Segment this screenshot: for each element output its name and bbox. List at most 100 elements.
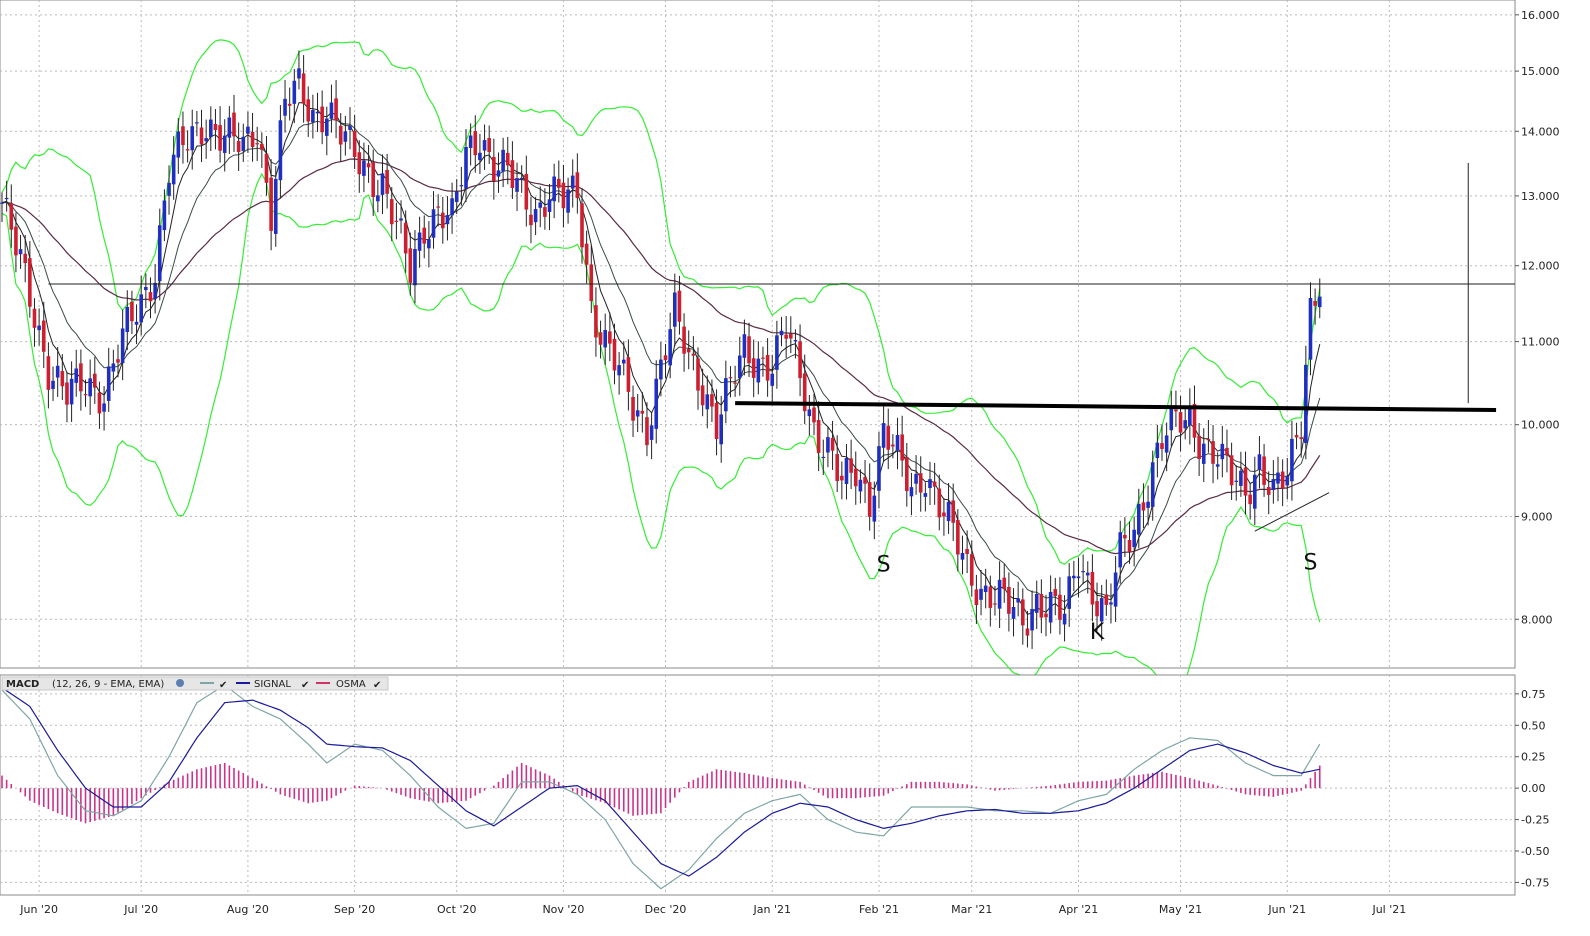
candle-body — [93, 373, 97, 388]
candle-body — [533, 209, 538, 223]
candle-body — [686, 348, 691, 353]
y-tick-label: 0.25 — [1521, 751, 1546, 764]
candle-body — [218, 125, 222, 151]
candle-body — [626, 357, 631, 392]
candle-body — [496, 170, 501, 177]
candle-body — [1067, 576, 1071, 609]
candle-body — [473, 131, 478, 156]
candle-body — [148, 292, 153, 302]
candle-body — [895, 434, 900, 451]
candle-body — [983, 585, 988, 593]
x-tick-label: Mar '21 — [951, 903, 992, 916]
candle-body — [445, 215, 450, 225]
candle-body — [603, 329, 607, 348]
candle-body — [844, 458, 849, 484]
candle-body — [570, 175, 575, 189]
candle-body — [519, 177, 524, 180]
candle-body — [366, 163, 371, 168]
macd-y-axis: 0.75 0.50 0.25 0.00 -0.25 -0.50 -0.75 — [1515, 688, 1549, 889]
candle-body — [761, 357, 765, 359]
candle-body — [1127, 539, 1132, 552]
candle-body — [909, 487, 914, 497]
candle-body — [478, 152, 482, 161]
candle-body — [510, 160, 515, 188]
candle-body — [431, 209, 436, 238]
candle-body — [1085, 572, 1090, 576]
y-tick-label: 10.000 — [1521, 419, 1560, 432]
candle-body — [297, 68, 301, 79]
candle-body — [227, 117, 232, 138]
macd-legend[interactable]: MACD (12, 26, 9 - EMA, EMA) ✔ SIGNAL ✔ O… — [1, 676, 389, 691]
candle-body — [1294, 435, 1299, 438]
candle-body — [1039, 594, 1044, 618]
candle-body — [728, 377, 733, 379]
x-tick-label: Jul '21 — [1371, 903, 1406, 916]
candle-body — [645, 417, 649, 446]
candle-body — [1239, 470, 1243, 486]
candle-body — [1090, 571, 1095, 605]
candle-body — [1285, 476, 1290, 486]
macd-title: MACD — [6, 679, 39, 690]
candle-body — [714, 402, 719, 440]
candle-body — [747, 336, 751, 364]
candle-body — [1034, 593, 1039, 613]
candle-body — [515, 178, 519, 192]
candle-body — [1030, 608, 1034, 631]
candle-body — [1276, 472, 1280, 484]
check-icon[interactable]: ✔ — [301, 680, 309, 691]
candle-body — [1164, 435, 1169, 453]
candle-body — [659, 359, 663, 380]
candle-body — [357, 152, 362, 175]
candle-body — [385, 169, 389, 194]
info-icon[interactable] — [176, 679, 184, 687]
candle-body — [696, 358, 700, 391]
candle-body — [1243, 467, 1248, 496]
candle-body — [552, 176, 556, 202]
candle-body — [784, 334, 788, 339]
candle-body — [802, 373, 807, 412]
candle-body — [798, 341, 802, 379]
legend-signal-label: SIGNAL — [254, 679, 291, 690]
candle-body — [450, 198, 454, 216]
y-tick-label: 15.000 — [1521, 65, 1560, 78]
candle-body — [547, 199, 552, 212]
candle-body — [928, 479, 932, 489]
candle-body — [28, 258, 32, 307]
candle-body — [969, 554, 974, 586]
bollinger-upper-line — [1, 39, 1321, 566]
candle-body — [812, 407, 816, 423]
candle-body — [584, 243, 589, 265]
candle-body — [204, 138, 208, 142]
candle-body — [1317, 296, 1322, 308]
candle-body — [529, 214, 533, 226]
candle-body — [264, 153, 269, 183]
candle-body — [144, 286, 148, 291]
x-tick-label: Oct '20 — [437, 903, 477, 916]
pattern-label: S — [1303, 550, 1317, 575]
candlesticks — [0, 50, 1322, 649]
candle-body — [724, 378, 728, 412]
candle-body — [60, 371, 65, 387]
candle-body — [1113, 572, 1118, 607]
candle-body — [120, 328, 125, 364]
y-tick-label: -0.25 — [1521, 814, 1549, 827]
candle-body — [417, 232, 422, 251]
candle-body — [1225, 447, 1229, 456]
candle-body — [886, 425, 891, 450]
candle-body — [190, 126, 195, 151]
candle-body — [1146, 501, 1150, 508]
candle-body — [965, 548, 969, 554]
candle-body — [543, 207, 547, 217]
candle-body — [1007, 586, 1011, 614]
candle-body — [311, 110, 315, 123]
candle-body — [1290, 438, 1294, 482]
neckline-line — [735, 401, 1497, 412]
x-tick-label: Feb '21 — [859, 903, 899, 916]
y-tick-label: 13.000 — [1521, 190, 1560, 203]
candle-body — [1174, 409, 1178, 412]
candle-body — [1160, 443, 1164, 449]
x-tick-label: Dec '20 — [645, 903, 687, 916]
candle-body — [371, 162, 375, 197]
check-icon[interactable]: ✔ — [373, 680, 381, 691]
check-icon[interactable]: ✔ — [219, 680, 227, 691]
